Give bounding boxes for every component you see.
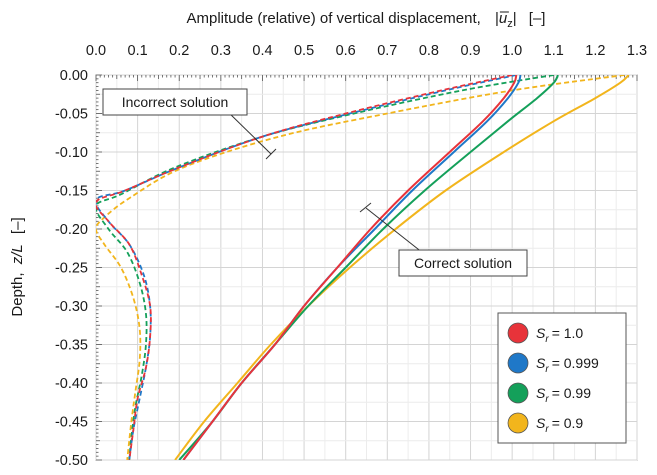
y-tick-label: -0.30 (55, 299, 88, 315)
y-tick-label: -0.35 (55, 338, 88, 354)
x-tick-label: 1.2 (585, 43, 605, 59)
y-tick-label: -0.20 (55, 222, 88, 238)
y-tick-label: 0.00 (60, 68, 88, 84)
annotation-incorrect-box (102, 88, 248, 116)
legend-label-2: Sr = 0.99 (536, 385, 591, 405)
annotation-correct-leader (365, 207, 424, 254)
annotation-correct-tick (359, 202, 372, 213)
series-3-incorrect-line (96, 75, 625, 460)
y-axis-title-symbol: z/L (9, 244, 26, 265)
y-tick-label: -0.15 (55, 184, 88, 200)
x-axis-title: Amplitude (relative) of vertical displac… (187, 10, 546, 30)
y-tick-label: -0.45 (55, 415, 88, 431)
legend: Sr = 1.0 Sr = 0.999 Sr = 0.99 Sr = 0.9 (497, 312, 627, 444)
y-axis-title-unit: [–] (9, 217, 26, 234)
annotation-correct-solution: Correct solution (359, 202, 528, 277)
x-tick-label: 0.7 (377, 43, 397, 59)
x-tick-label: 1.1 (544, 43, 564, 59)
y-axis-title: Depth, z/L [–] (9, 217, 26, 316)
x-tick-label: 0.9 (460, 43, 480, 59)
x-tick-label: 0.4 (252, 43, 272, 59)
annotation-incorrect-label: Incorrect solution (122, 94, 229, 110)
legend-marker-3 (507, 412, 529, 434)
x-tick-label: 0.8 (419, 43, 439, 59)
x-tick-label: 0.3 (211, 43, 231, 59)
y-tick-label: -0.05 (55, 107, 88, 123)
x-tick-label: 0.0 (86, 43, 106, 59)
x-tick-label: 0.5 (294, 43, 314, 59)
x-tick-label: 1.0 (502, 43, 522, 59)
y-tick-label: -0.40 (55, 376, 88, 392)
series-lines (96, 75, 630, 460)
series-3-correct-line (174, 75, 630, 460)
x-axis-title-subscript: z (507, 18, 513, 30)
x-axis-title-symbol: u (499, 10, 508, 27)
y-tick-label: -0.10 (55, 145, 88, 161)
x-tick-label: 0.1 (128, 43, 148, 59)
x-tick-label: 0.2 (169, 43, 189, 59)
legend-label-3: Sr = 0.9 (536, 415, 583, 435)
y-axis-title-text: Depth, (9, 272, 26, 316)
legend-label-1: Sr = 0.999 (536, 355, 599, 375)
annotation-correct-box (398, 249, 528, 277)
annotation-incorrect-tick (265, 148, 277, 160)
annotation-incorrect-leader (225, 109, 272, 155)
legend-marker-2 (507, 382, 529, 404)
legend-label-0: Sr = 1.0 (536, 325, 583, 345)
annotation-incorrect-solution: Incorrect solution (102, 88, 277, 160)
x-axis-title-text: Amplitude (relative) of vertical displac… (187, 10, 481, 27)
legend-marker-0 (507, 322, 529, 344)
annotation-correct-label: Correct solution (414, 255, 512, 271)
x-axis-title-unit: [–] (529, 10, 546, 27)
y-tick-label: -0.50 (55, 453, 88, 469)
legend-marker-1 (507, 352, 529, 374)
x-tick-label: 1.3 (627, 43, 647, 59)
tick-labels: 0.0 0.1 0.2 0.3 0.4 0.5 0.6 0.7 0.8 0.9 1.0 1.1 1.2 1… (55, 43, 647, 469)
series-2-incorrect-line (96, 75, 554, 460)
series-1-incorrect-line (96, 75, 517, 460)
y-tick-label: -0.25 (55, 261, 88, 277)
series-0-correct-line (182, 75, 518, 460)
x-tick-label: 0.6 (336, 43, 356, 59)
